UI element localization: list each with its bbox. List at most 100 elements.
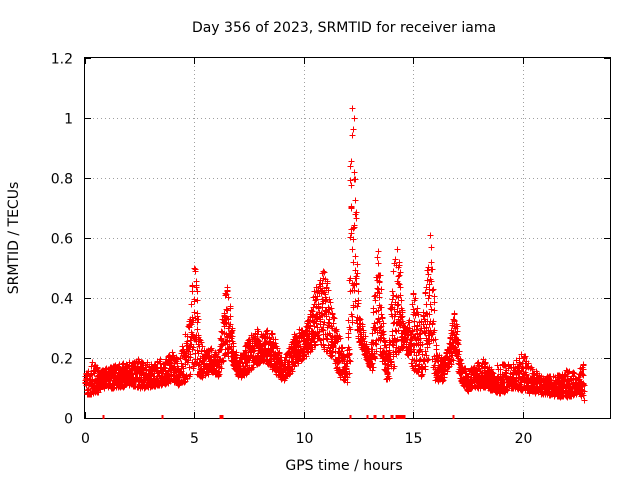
data-point	[191, 309, 198, 316]
data-point	[423, 352, 430, 359]
data-point	[372, 340, 379, 347]
data-point	[396, 259, 403, 266]
data-point	[274, 345, 281, 352]
data-point	[422, 363, 429, 370]
data-point	[351, 222, 358, 229]
data-point	[389, 296, 396, 303]
data-point	[194, 319, 201, 326]
data-point	[440, 377, 447, 384]
data-point	[349, 319, 356, 326]
data-point	[369, 367, 376, 374]
data-point	[390, 268, 397, 275]
data-point	[350, 126, 357, 133]
data-point	[191, 265, 198, 272]
data-point	[229, 333, 236, 340]
data-point	[398, 297, 405, 304]
data-point	[199, 343, 206, 350]
data-point	[187, 337, 194, 344]
data-point	[291, 363, 298, 370]
data-point	[397, 292, 404, 299]
data-point	[184, 342, 191, 349]
data-point	[373, 348, 380, 355]
data-point	[354, 303, 361, 310]
data-point	[376, 294, 383, 301]
data-point	[389, 288, 396, 295]
data-point	[482, 359, 489, 366]
data-point	[331, 315, 338, 322]
data-point	[430, 286, 437, 293]
tick-layer: 0 0.2 0.4 0.6 0.8 1 1.2 0 5 10 15 20	[51, 52, 610, 447]
data-point	[312, 341, 319, 348]
data-point	[413, 358, 420, 365]
data-point	[183, 372, 190, 379]
data-point	[397, 284, 404, 291]
data-point	[416, 331, 423, 338]
data-point	[323, 335, 330, 342]
data-point	[312, 297, 319, 304]
data-point	[326, 316, 333, 323]
data-point	[169, 349, 176, 356]
x-tick-label: 15	[405, 431, 423, 447]
data-point	[522, 353, 529, 360]
data-point	[376, 278, 383, 285]
data-point	[581, 388, 588, 395]
data-point	[433, 346, 440, 353]
data-point	[378, 304, 385, 311]
data-point	[428, 306, 435, 313]
data-point	[179, 343, 186, 350]
data-point	[349, 246, 356, 253]
data-point	[145, 380, 152, 387]
data-point	[529, 366, 536, 373]
data-point	[323, 313, 330, 320]
data-point	[319, 326, 326, 333]
data-point	[475, 359, 482, 366]
data-point	[269, 330, 276, 337]
data-point	[311, 288, 318, 295]
data-point	[89, 359, 96, 366]
data-point	[413, 326, 420, 333]
data-point	[171, 363, 178, 370]
data-point	[384, 370, 391, 377]
data-point	[329, 311, 336, 318]
data-point	[414, 305, 421, 312]
data-point	[286, 371, 293, 378]
data-point	[303, 353, 310, 360]
data-point	[326, 296, 333, 303]
data-point	[321, 269, 328, 276]
data-point	[450, 357, 457, 364]
data-point	[422, 348, 429, 355]
data-point	[218, 365, 225, 372]
data-point	[394, 302, 401, 309]
data-point	[412, 295, 419, 302]
y-tick-label: 0.4	[51, 292, 73, 308]
data-point	[180, 365, 187, 372]
data-point	[430, 318, 437, 325]
data-point	[370, 364, 377, 371]
data-point	[346, 370, 353, 377]
y-axis-label: SRMTID / TECUs	[6, 182, 22, 295]
data-point	[386, 375, 393, 382]
data-point	[193, 278, 200, 285]
data-point	[570, 369, 577, 376]
data-point	[384, 362, 391, 369]
data-point	[410, 346, 417, 353]
data-point	[372, 355, 379, 362]
data-point	[346, 350, 353, 357]
data-point	[195, 316, 202, 323]
data-point	[378, 311, 385, 318]
data-point	[351, 287, 358, 294]
data-point	[370, 305, 377, 312]
data-point	[161, 364, 168, 371]
data-point	[328, 353, 335, 360]
y-tick-label: 0.8	[51, 172, 73, 188]
data-point	[353, 215, 360, 222]
data-point	[409, 301, 416, 308]
data-point	[432, 336, 439, 343]
chart-title: Day 356 of 2023, SRMTID for receiver iam…	[192, 20, 496, 36]
data-point	[360, 327, 367, 334]
data-point	[449, 330, 456, 337]
data-point	[441, 367, 448, 374]
plot-frame	[84, 57, 611, 419]
data-point	[227, 313, 234, 320]
